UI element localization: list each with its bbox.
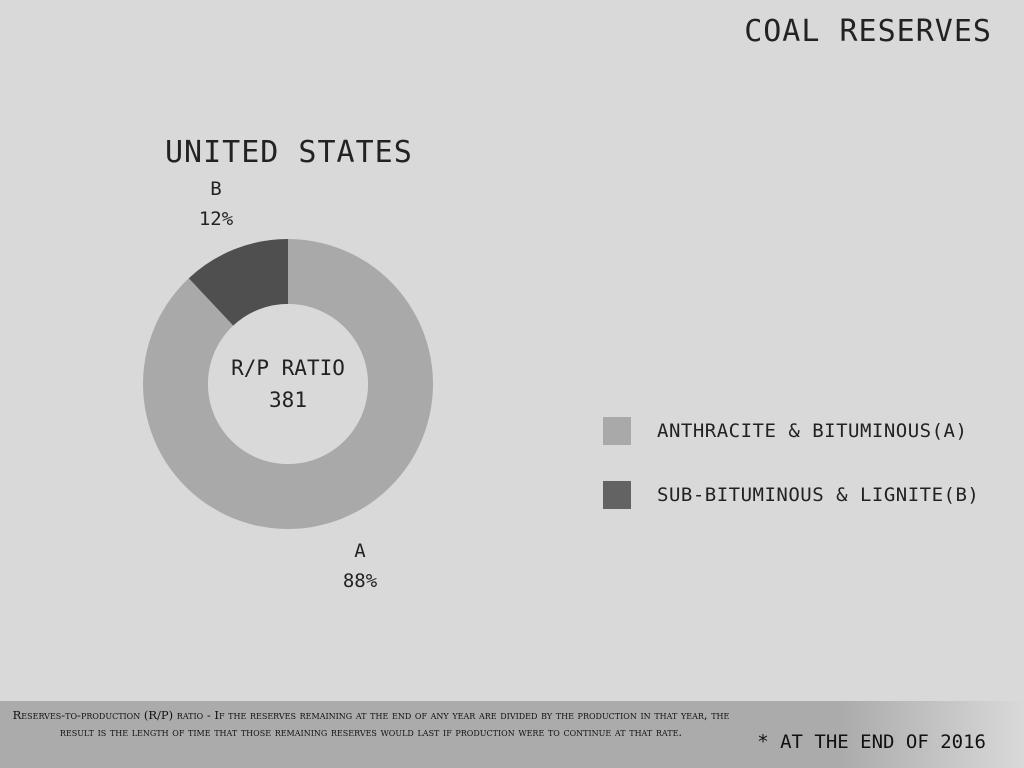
legend-item-a: ANTHRACITE & BITUMINOUS(A) xyxy=(603,416,979,446)
rp-ratio-value: 381 xyxy=(269,388,307,412)
legend-label-b: SUB-BITUMINOUS & LIGNITE(B) xyxy=(657,484,980,506)
date-note: * AT THE END OF 2016 xyxy=(757,731,986,753)
donut-slice-b xyxy=(188,239,288,326)
slice-a-letter: A xyxy=(354,540,366,562)
chart-title: UNITED STATES xyxy=(165,135,413,170)
slice-label-a: A 88% xyxy=(330,536,390,596)
slice-b-letter: B xyxy=(210,178,222,200)
legend: ANTHRACITE & BITUMINOUS(A) SUB-BITUMINOU… xyxy=(603,416,979,544)
donut-center: R/P RATIO 381 xyxy=(208,352,368,416)
rp-definition-note: Reserves-to-production (R/P) ratio - If … xyxy=(12,708,730,739)
slice-a-percent: 88% xyxy=(342,570,378,592)
legend-swatch-b xyxy=(603,481,631,509)
legend-label-a: ANTHRACITE & BITUMINOUS(A) xyxy=(657,420,968,442)
slice-b-percent: 12% xyxy=(198,208,234,230)
page-title: COAL RESERVES xyxy=(744,14,992,49)
donut-hole xyxy=(208,304,368,464)
legend-swatch-a xyxy=(603,417,631,445)
legend-item-b: SUB-BITUMINOUS & LIGNITE(B) xyxy=(603,480,979,510)
slice-label-b: B 12% xyxy=(186,174,246,234)
footer-band: Reserves-to-production (R/P) ratio - If … xyxy=(0,701,1024,768)
rp-ratio-label: R/P RATIO xyxy=(231,356,345,380)
donut-slice-a xyxy=(143,239,434,529)
